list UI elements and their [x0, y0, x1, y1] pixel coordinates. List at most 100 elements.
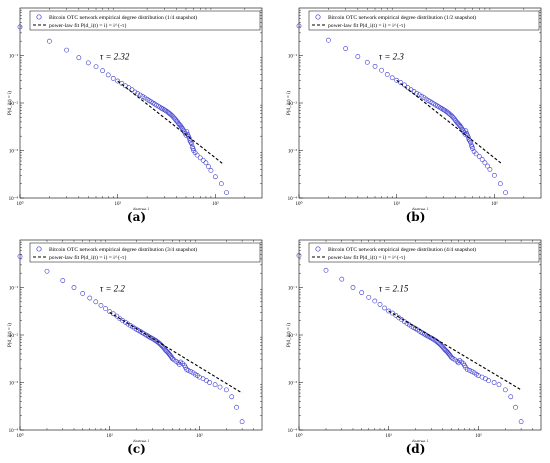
- data-point: [223, 387, 229, 393]
- y-axis-label: P(d_i(t) = i): [8, 323, 13, 347]
- data-point: [487, 167, 493, 172]
- x-tick-label: 10¹: [114, 201, 121, 207]
- x-tick-label: 10¹: [106, 433, 113, 439]
- data-point: [497, 181, 503, 187]
- x-tick-label: 10¹: [385, 433, 392, 439]
- data-point: [379, 67, 384, 73]
- data-point: [188, 369, 194, 374]
- data-point: [503, 190, 508, 195]
- data-point: [145, 333, 151, 339]
- data-point: [217, 384, 223, 390]
- data-point: [123, 319, 128, 325]
- x-tick-label: 10²: [475, 433, 482, 439]
- data-point: [485, 163, 490, 169]
- plot-frame: [298, 239, 542, 431]
- legend-box: [308, 10, 540, 31]
- y-tick-label: 10⁻³: [288, 381, 298, 387]
- y-tick-label: 10⁻²: [9, 333, 19, 339]
- data-point: [389, 75, 395, 81]
- y-axis-label: P(d_i(t) = i): [8, 91, 13, 115]
- y-tick-label: 10⁻²: [9, 101, 19, 107]
- data-point: [17, 254, 23, 259]
- x-tick-label: 10²: [212, 201, 219, 207]
- tau-annotation: τ = 2.32: [100, 51, 130, 61]
- minor-ticks: [20, 240, 262, 430]
- data-point: [100, 68, 105, 74]
- data-point: [414, 90, 420, 96]
- power-law-fit-line: [396, 79, 503, 165]
- x-tick-label: 10²: [196, 433, 203, 439]
- data-point: [189, 141, 194, 146]
- data-point: [448, 354, 454, 360]
- x-tick-label: 10⁰: [295, 433, 302, 439]
- data-markers: [17, 24, 229, 195]
- data-point: [186, 133, 191, 139]
- y-axis-label: P(d_i(t) = i): [287, 91, 292, 115]
- data-point: [80, 291, 86, 296]
- data-point: [98, 302, 104, 308]
- data-point: [93, 64, 99, 70]
- data-point: [468, 139, 473, 145]
- power-law-fit-line: [109, 311, 243, 394]
- chart-panel-d: 10⁰ 10¹ 10² 10⁻⁴ 10⁻³ 10⁻² 10⁻¹ degree i P(d_i(t…: [283, 234, 548, 456]
- data-point: [105, 72, 111, 78]
- chart-c-svg: 10⁰ 10¹ 10² 10⁻⁴ 10⁻³ 10⁻² 10⁻¹ degree i P(d_i(t…: [8, 239, 263, 442]
- data-point: [502, 387, 508, 393]
- data-point: [386, 308, 392, 314]
- x-tick-label: 10⁰: [16, 433, 23, 439]
- plot-frame: [298, 7, 542, 199]
- data-point: [470, 146, 476, 151]
- data-point: [93, 299, 99, 305]
- y-tick-label: 10⁻³: [288, 149, 298, 155]
- legend-marker-swatch: [315, 246, 321, 252]
- data-point: [239, 419, 245, 425]
- power-law-fit-line: [117, 80, 224, 165]
- data-point: [229, 394, 235, 400]
- data-point: [120, 318, 126, 324]
- legend-entry-label: Bitcoin OTC network empirical degree dis…: [49, 14, 197, 21]
- x-axis-label: degree i: [133, 208, 150, 210]
- minor-ticks: [20, 8, 262, 198]
- data-point: [212, 174, 218, 180]
- data-point: [208, 168, 214, 173]
- legend-entry-label: Bitcoin OTC network empirical degree dis…: [328, 14, 476, 21]
- data-markers: [296, 23, 508, 195]
- data-point: [296, 253, 302, 258]
- data-point: [151, 336, 157, 342]
- data-point: [482, 160, 488, 166]
- x-axis-label: degree i: [412, 208, 429, 210]
- data-point: [350, 285, 356, 290]
- caption-c: (c): [127, 442, 146, 456]
- data-point: [382, 305, 387, 311]
- data-point: [207, 380, 212, 385]
- data-point: [184, 366, 189, 372]
- data-point: [326, 37, 331, 43]
- data-point: [17, 24, 23, 30]
- legend-entry-label: power-law fit P(d_i(t) = i) = i^{-τ}: [49, 22, 127, 29]
- data-point: [343, 46, 349, 51]
- y-tick-label: 10⁻³: [9, 381, 19, 387]
- data-point: [218, 181, 224, 187]
- data-point: [85, 60, 91, 66]
- data-point: [393, 312, 399, 318]
- y-tick-label: 10⁻¹: [288, 286, 298, 292]
- x-tick-label: 10¹: [393, 201, 400, 207]
- data-point: [103, 306, 108, 311]
- data-point: [175, 360, 181, 366]
- data-point: [76, 55, 82, 61]
- data-point: [234, 404, 239, 410]
- plot-frame: [19, 239, 263, 431]
- data-point: [366, 294, 372, 300]
- data-point: [486, 378, 491, 383]
- chart-panel-a: 10⁰ 10¹ 10² 10⁻⁴ 10⁻³ 10⁻² 10⁻¹ degree i P(d_i(t…: [4, 2, 269, 224]
- data-point: [323, 267, 329, 273]
- data-point: [187, 138, 193, 144]
- data-point: [467, 138, 473, 144]
- data-point: [150, 336, 155, 341]
- data-point: [200, 157, 206, 163]
- y-tick-label: 10⁻²: [288, 101, 298, 107]
- data-point: [137, 92, 143, 98]
- legend-marker-swatch: [36, 246, 42, 252]
- data-point: [152, 337, 158, 343]
- data-point: [148, 335, 154, 341]
